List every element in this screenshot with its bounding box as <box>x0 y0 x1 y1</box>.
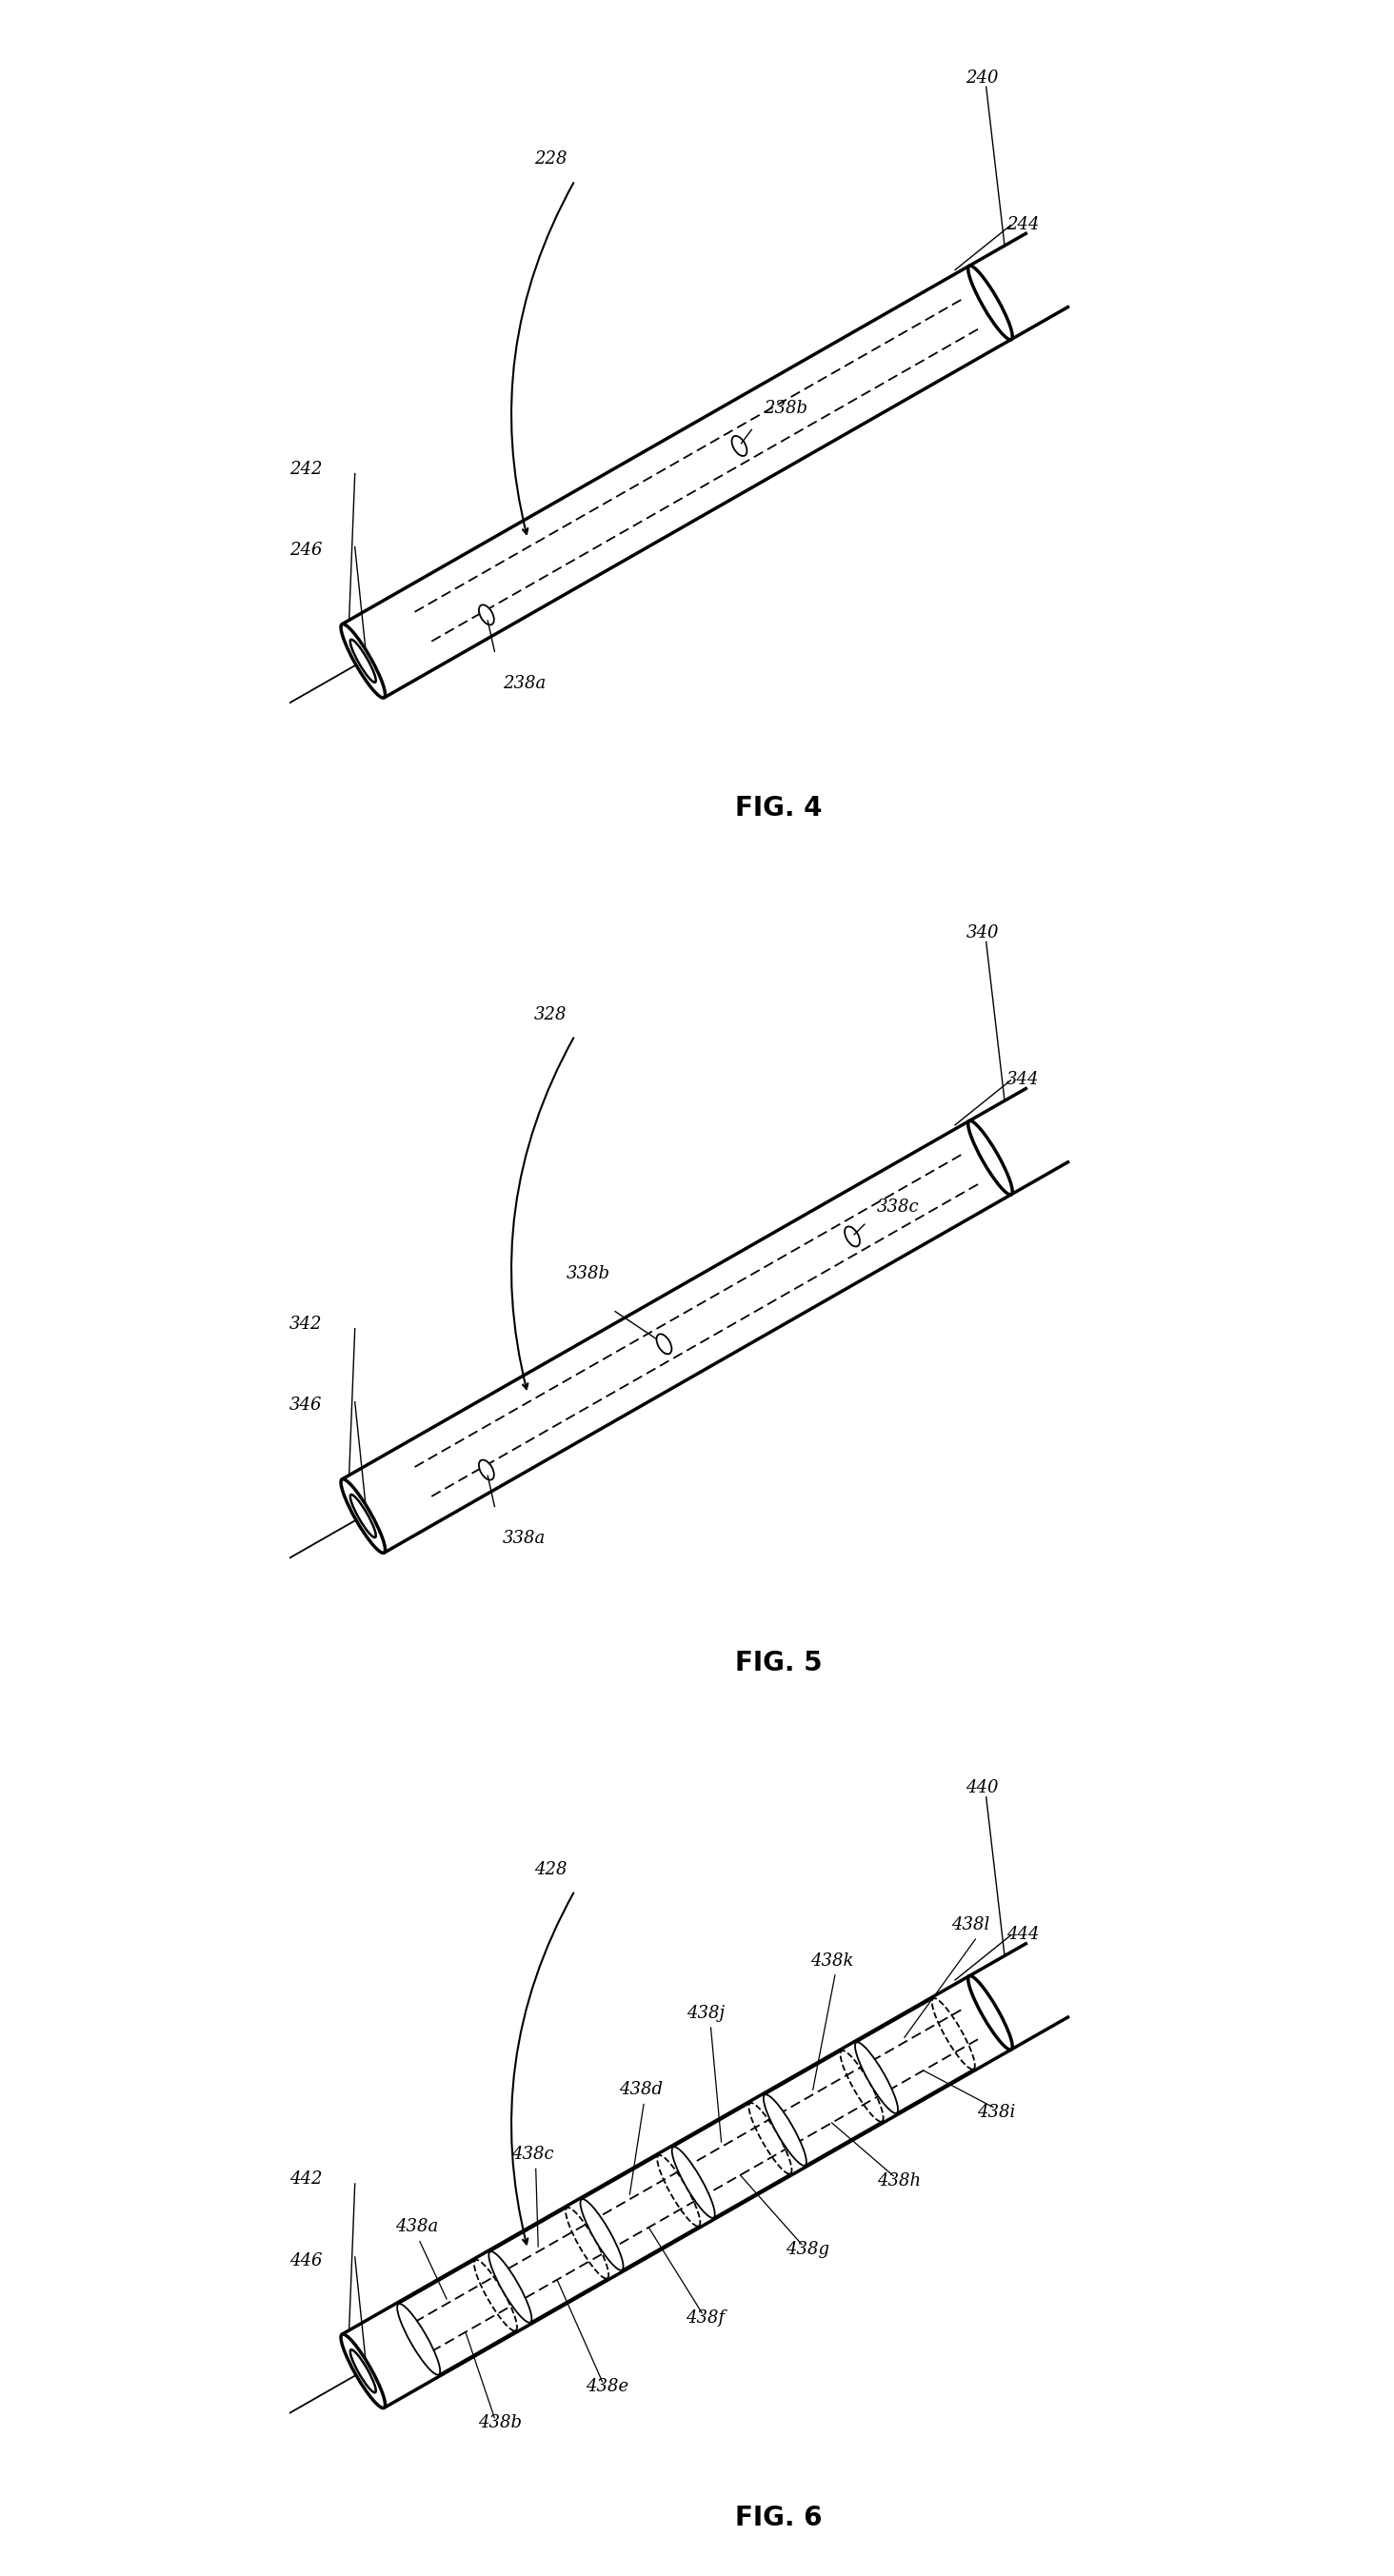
Text: 438j: 438j <box>686 2004 725 2022</box>
Ellipse shape <box>580 2200 623 2269</box>
Text: 438g: 438g <box>785 2241 829 2259</box>
Ellipse shape <box>342 623 385 698</box>
Text: 242: 242 <box>290 461 322 477</box>
Text: 338b: 338b <box>566 1265 611 1283</box>
Text: 438f: 438f <box>686 2311 725 2326</box>
Text: 338a: 338a <box>503 1530 546 1548</box>
Text: 344: 344 <box>1006 1072 1040 1087</box>
Ellipse shape <box>350 639 376 683</box>
Ellipse shape <box>845 1226 860 1247</box>
Ellipse shape <box>350 2349 376 2393</box>
Ellipse shape <box>657 1334 672 1355</box>
Text: 438h: 438h <box>877 2172 921 2190</box>
Ellipse shape <box>480 605 493 626</box>
Ellipse shape <box>489 2251 531 2324</box>
Text: FIG. 5: FIG. 5 <box>735 1649 822 1677</box>
Text: 438d: 438d <box>619 2081 664 2099</box>
Ellipse shape <box>764 2094 806 2166</box>
Ellipse shape <box>967 1121 1012 1195</box>
Text: 440: 440 <box>966 1780 998 1795</box>
Ellipse shape <box>672 2146 715 2218</box>
Text: 438l: 438l <box>951 1917 990 1932</box>
Text: 238b: 238b <box>764 399 807 417</box>
Text: 340: 340 <box>966 925 998 943</box>
Text: 438e: 438e <box>585 2378 629 2396</box>
Ellipse shape <box>342 2334 385 2409</box>
Text: 338c: 338c <box>877 1198 919 1216</box>
Text: 228: 228 <box>534 152 567 167</box>
Text: 438c: 438c <box>512 2146 553 2164</box>
Text: 438a: 438a <box>396 2218 439 2236</box>
Text: 244: 244 <box>1006 216 1040 234</box>
Text: FIG. 6: FIG. 6 <box>735 2504 822 2532</box>
Text: FIG. 4: FIG. 4 <box>735 796 822 822</box>
Ellipse shape <box>397 2303 441 2375</box>
Text: 438i: 438i <box>977 2105 1015 2120</box>
Text: 346: 346 <box>290 1396 322 1414</box>
Text: 442: 442 <box>290 2172 322 2187</box>
Ellipse shape <box>855 2043 898 2112</box>
Text: 444: 444 <box>1006 1927 1040 1942</box>
Ellipse shape <box>342 1479 385 1553</box>
Ellipse shape <box>967 265 1012 340</box>
Ellipse shape <box>350 1494 376 1538</box>
Ellipse shape <box>732 435 747 456</box>
Ellipse shape <box>967 1976 1012 2050</box>
Text: 246: 246 <box>290 541 322 559</box>
Ellipse shape <box>480 1461 493 1481</box>
Text: 438b: 438b <box>478 2414 521 2432</box>
Text: 342: 342 <box>290 1316 322 1332</box>
Text: 328: 328 <box>534 1007 567 1023</box>
Text: 240: 240 <box>966 70 998 88</box>
Text: 438k: 438k <box>810 1953 853 1968</box>
Text: 446: 446 <box>290 2251 322 2269</box>
Text: 238a: 238a <box>503 675 546 693</box>
Text: 428: 428 <box>534 1860 567 1878</box>
